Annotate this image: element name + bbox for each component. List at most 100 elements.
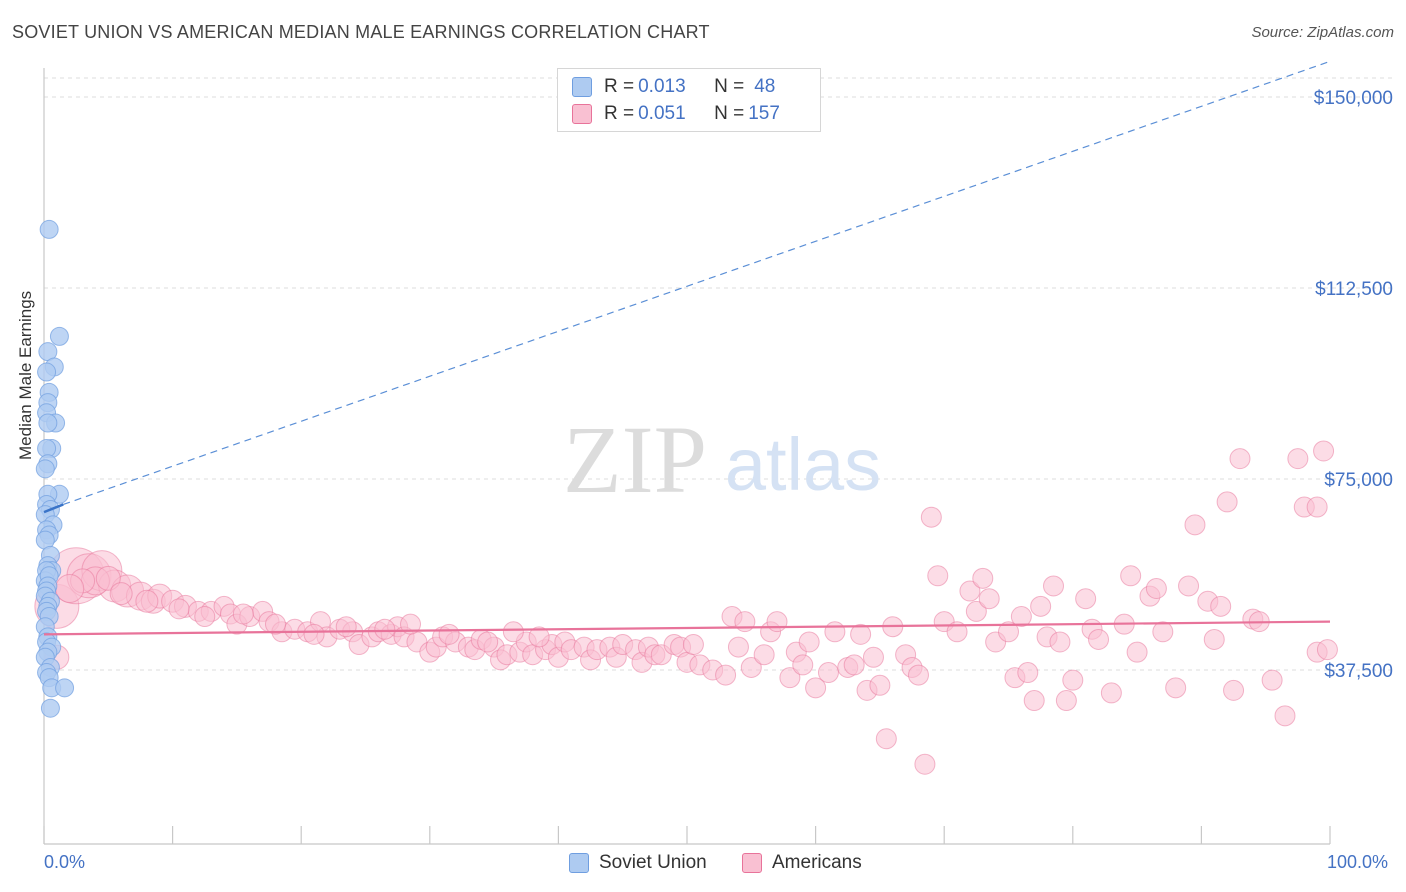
americans-point (727, 636, 749, 658)
americans-point (965, 600, 987, 622)
americans-point (1316, 639, 1338, 661)
americans-point (978, 588, 1000, 610)
americans-point (168, 598, 190, 620)
americans-point (1229, 448, 1251, 470)
soviet-points (35, 219, 75, 718)
legend-r-label: R = (604, 76, 635, 97)
americans-point (1075, 588, 1097, 610)
americans-point (972, 567, 994, 589)
americans-point (920, 506, 942, 528)
legend-r-value: 0.051 (638, 103, 686, 124)
americans-point (135, 589, 159, 613)
americans-point (914, 753, 936, 775)
legend-row-americans: R = 0.051 N = 157 (572, 102, 780, 126)
americans-point (303, 623, 325, 645)
watermark: ZIP atlas (563, 406, 881, 513)
soviet-point (39, 219, 59, 239)
americans-point (1152, 621, 1174, 643)
bottom-legend-swatch-soviet (569, 853, 589, 873)
bottom-legend-americans[interactable]: Americans (742, 852, 862, 874)
chart-title: SOVIET UNION VS AMERICAN MEDIAN MALE EAR… (12, 22, 710, 42)
americans-point (682, 634, 704, 656)
americans-point (734, 611, 756, 633)
y-tick-label: $150,000 (1314, 88, 1393, 109)
bottom-legend-swatch-americans (742, 853, 762, 873)
americans-point (264, 613, 286, 635)
bottom-legend-label-americans: Americans (772, 852, 862, 873)
americans-point (1203, 628, 1225, 650)
y-axis-label: Median Male Earnings (16, 290, 35, 460)
soviet-point (37, 362, 57, 382)
americans-point (194, 606, 216, 628)
watermark-zip: ZIP (563, 406, 707, 513)
americans-point (1184, 514, 1206, 536)
americans-point (869, 674, 891, 696)
soviet-point (49, 326, 69, 346)
soviet-trend-dashed (63, 60, 1331, 506)
americans-point (998, 621, 1019, 643)
bottom-legend-soviet[interactable]: Soviet Union (569, 852, 707, 874)
americans-point (766, 611, 788, 633)
americans-point (1100, 682, 1122, 704)
americans-point (753, 644, 775, 666)
americans-point (1030, 595, 1052, 617)
americans-point (1088, 628, 1110, 650)
americans-point (55, 574, 85, 604)
americans-point (740, 656, 762, 678)
americans-point (1210, 595, 1232, 617)
bottom-legend-label-soviet: Soviet Union (599, 852, 707, 873)
legend-n-value: 157 (748, 103, 780, 124)
americans-point (805, 677, 827, 699)
soviet-trend-solid (43, 503, 64, 514)
americans-point (1306, 496, 1328, 518)
americans-point (109, 582, 133, 606)
axes (43, 68, 1331, 845)
americans-point (1223, 679, 1245, 701)
americans-point (1023, 690, 1045, 712)
trend-lines (43, 60, 1331, 636)
y-tick-label: $112,500 (1315, 279, 1393, 300)
legend-row-soviet: R = 0.013 N = 48 (572, 75, 775, 99)
americans-point (843, 654, 865, 676)
x-tick-label-min: 0.0% (44, 852, 86, 872)
americans-point (817, 662, 839, 684)
americans-point (792, 654, 814, 676)
americans-point (477, 631, 499, 653)
soviet-point (55, 678, 75, 698)
americans-point (1043, 575, 1065, 597)
americans-point (232, 603, 254, 625)
legend-r-label: R = (604, 103, 635, 124)
americans-point (946, 621, 968, 643)
soviet-point (38, 413, 58, 433)
x-tick-label-max: 100.0% (1327, 852, 1389, 872)
americans-point (1055, 690, 1077, 712)
americans-point (95, 565, 121, 591)
americans-point (927, 565, 949, 587)
americans-point (959, 580, 981, 602)
americans-point (715, 664, 737, 686)
soviet-point (40, 698, 60, 718)
y-tick-labels: $37,500 $75,000 $112,500 $150,000 (1314, 88, 1393, 682)
legend-n-value: 48 (754, 76, 776, 97)
y-tick-label: $37,500 (1324, 661, 1393, 682)
americans-point (1017, 662, 1039, 684)
americans-point (1062, 669, 1084, 691)
soviet-point (35, 459, 55, 479)
y-tick-label: $75,000 (1324, 470, 1393, 491)
americans-point (1216, 491, 1238, 513)
americans-point (374, 618, 396, 640)
americans-point (1145, 578, 1167, 600)
americans-point (798, 631, 820, 653)
legend-n-label: N = (714, 76, 745, 97)
americans-point (1261, 669, 1283, 691)
americans-point (907, 664, 929, 686)
americans-point (1178, 575, 1200, 597)
americans-point (1126, 641, 1148, 663)
americans-trend (43, 620, 1331, 636)
legend-r-value: 0.013 (638, 76, 686, 97)
americans-point (335, 616, 357, 638)
americans-point (1287, 448, 1309, 470)
source-label: Source: ZipAtlas.com (1251, 24, 1394, 41)
americans-point (1049, 631, 1071, 653)
americans-point (400, 613, 422, 635)
